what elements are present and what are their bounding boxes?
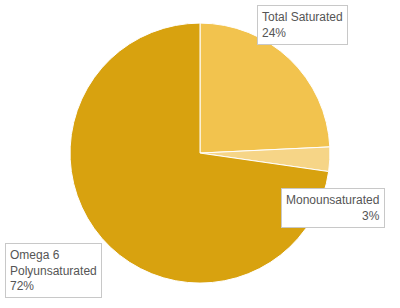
svg-text:Monounsaturated3%: Monounsaturated3% [286, 193, 380, 223]
svg-text:Total Saturated24%: Total Saturated24% [262, 10, 343, 40]
svg-text:Omega 6Polyunsaturated72%: Omega 6Polyunsaturated72% [10, 248, 97, 293]
